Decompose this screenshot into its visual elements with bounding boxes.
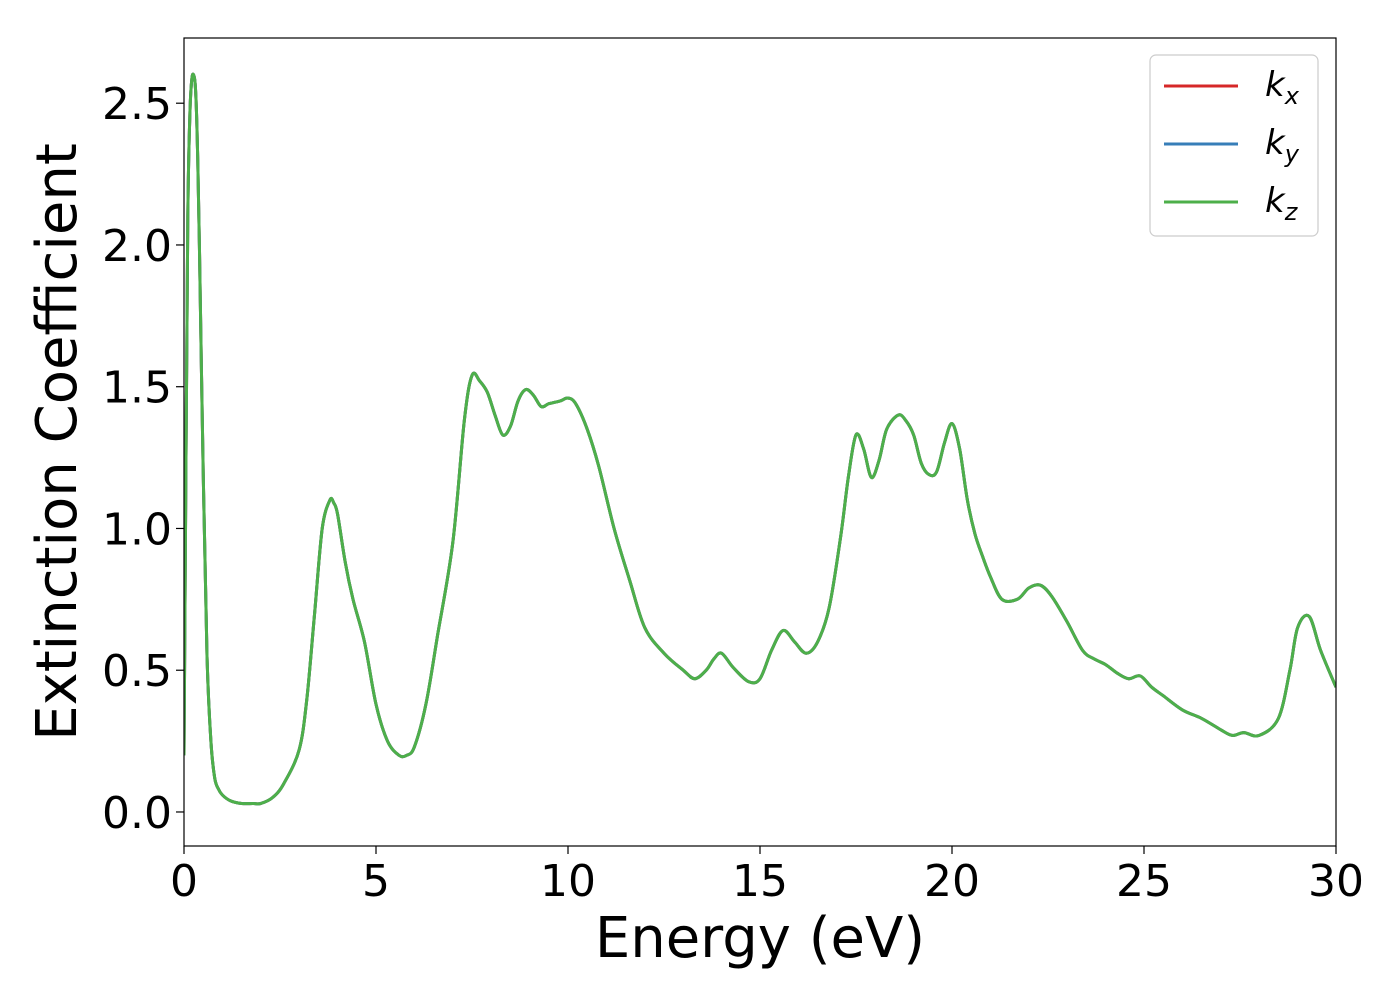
y-tick-label: 2.5 (102, 79, 172, 130)
legend-label-ky: ky (1265, 123, 1300, 168)
y-axis-ticks: 0.0 0.5 1.0 1.5 2.0 2.5 (102, 79, 184, 839)
x-tick-label: 10 (540, 856, 596, 907)
x-tick-label: 20 (924, 856, 980, 907)
legend: kx ky kz (1149, 54, 1319, 237)
x-tick-label: 0 (170, 856, 198, 907)
y-tick-label: 0.0 (102, 788, 172, 839)
y-tick-label: 2.0 (102, 221, 172, 272)
legend-label-kz: kz (1265, 181, 1299, 226)
series-line-kz (184, 72, 1336, 806)
y-tick-label: 1.0 (102, 504, 172, 555)
x-tick-label: 15 (732, 856, 788, 907)
x-tick-label: 25 (1116, 856, 1172, 907)
x-tick-label: 30 (1308, 856, 1364, 907)
x-tick-label: 5 (362, 856, 390, 907)
x-axis-title: Energy (eV) (595, 906, 925, 971)
y-tick-label: 1.5 (102, 363, 172, 414)
legend-label-kx: kx (1265, 65, 1300, 110)
y-axis-title: Extinction Coefficient (25, 143, 90, 741)
x-axis-ticks: 0 5 10 15 20 25 30 (170, 846, 1364, 907)
series-layer (184, 72, 1336, 806)
y-tick-label: 0.5 (102, 646, 172, 697)
